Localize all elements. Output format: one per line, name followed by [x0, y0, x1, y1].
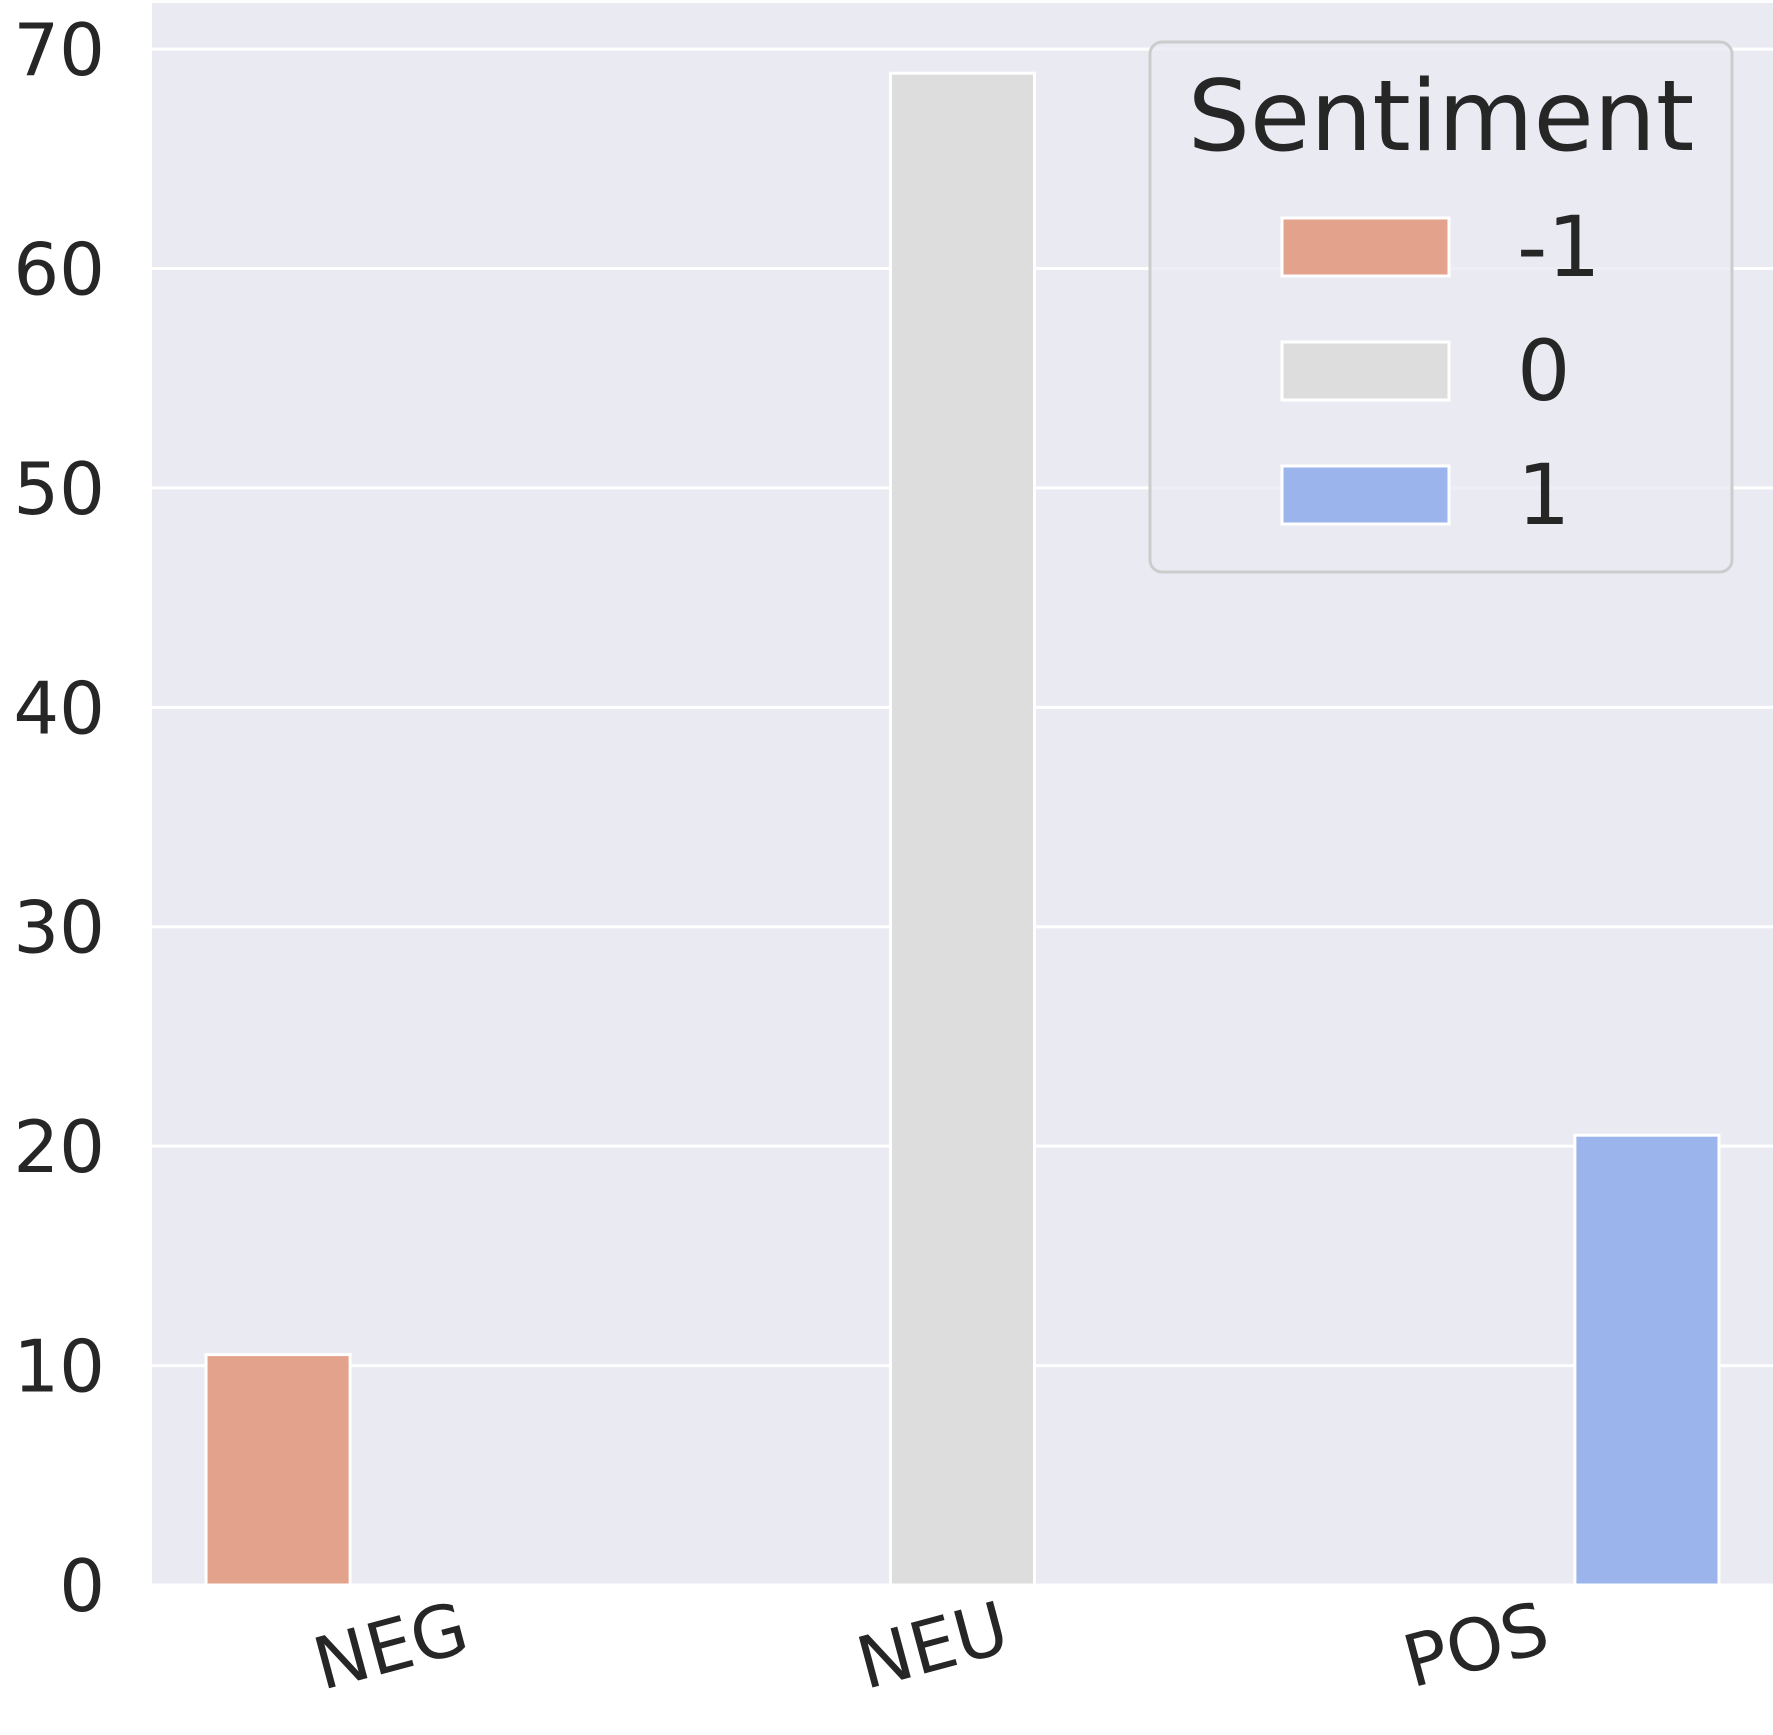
legend-label: 0 — [1517, 322, 1570, 420]
legend-swatch — [1280, 464, 1451, 526]
x-axis-ticks: NEG NEU POS — [305, 1585, 1557, 1706]
bar-pos — [1573, 1133, 1721, 1587]
bars — [204, 71, 1721, 1587]
legend-label: -1 — [1517, 198, 1601, 296]
bar-neu — [888, 71, 1037, 1587]
y-axis-ticks: 0 10 20 30 40 50 60 70 — [13, 8, 105, 1628]
y-tick-label: 10 — [13, 1325, 105, 1409]
y-tick-label: 40 — [13, 666, 105, 750]
legend-items: -1 0 1 — [1280, 198, 1601, 544]
x-tick-label: POS — [1395, 1585, 1558, 1704]
legend-title: Sentiment — [1188, 60, 1695, 174]
y-tick-label: 50 — [13, 447, 105, 531]
y-tick-label: 60 — [13, 227, 105, 311]
y-tick-label: 20 — [13, 1105, 105, 1189]
legend-swatch — [1280, 216, 1451, 278]
y-tick-label: 0 — [59, 1544, 105, 1628]
y-tick-label: 70 — [13, 8, 105, 92]
legend-box — [1148, 40, 1734, 574]
legend-swatch — [1280, 340, 1451, 402]
x-tick-label: NEU — [848, 1585, 1017, 1705]
y-tick-label: 30 — [13, 886, 105, 970]
legend: Sentiment -1 0 1 — [1148, 40, 1734, 574]
x-tick-label: NEG — [305, 1585, 477, 1706]
bar-neg — [204, 1353, 352, 1587]
legend-label: 1 — [1517, 446, 1570, 544]
